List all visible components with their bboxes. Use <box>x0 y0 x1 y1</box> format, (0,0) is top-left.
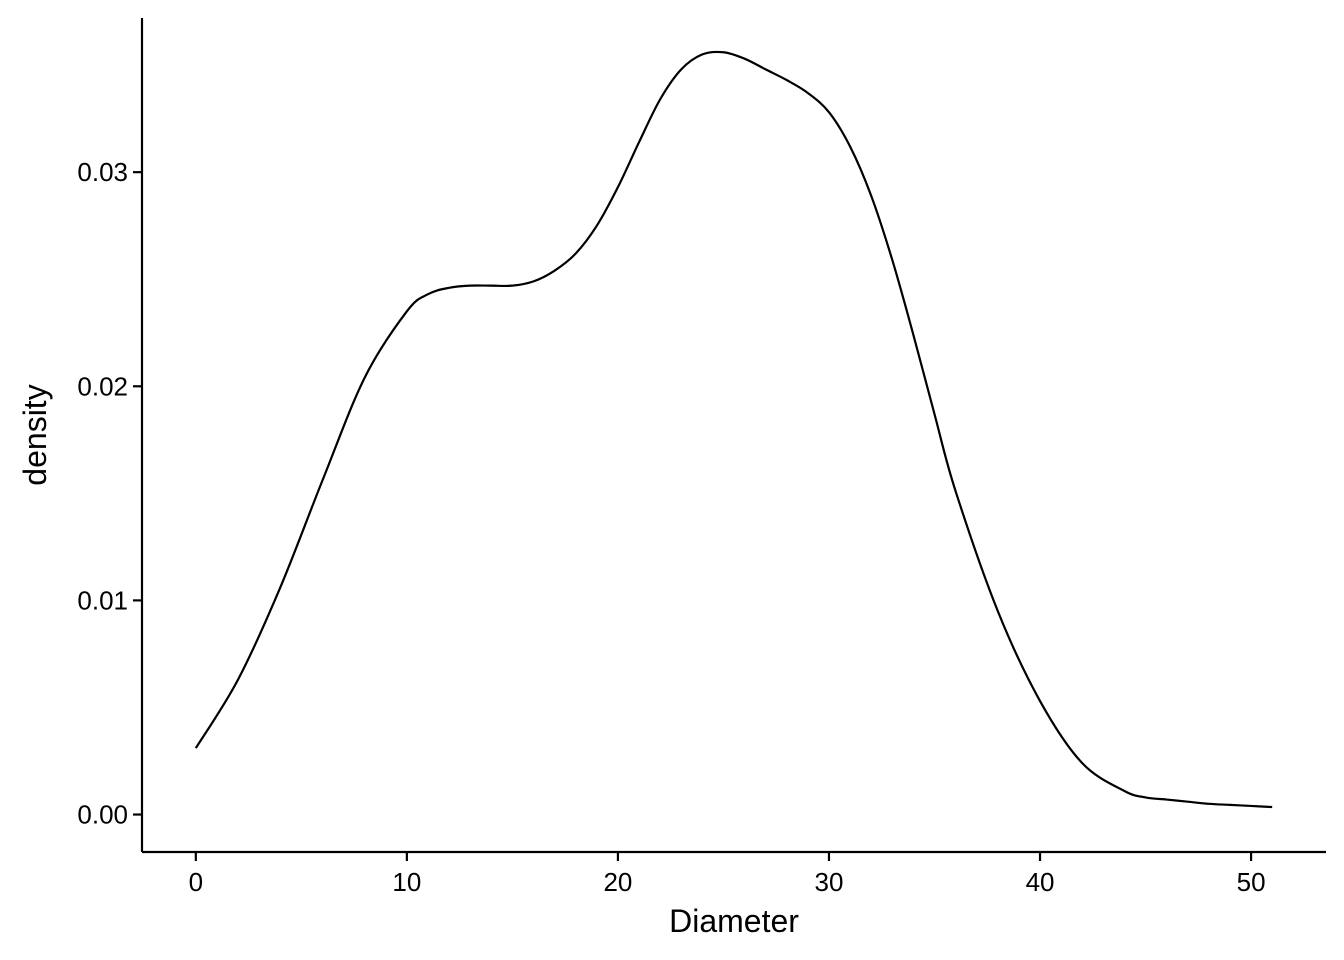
x-tick-label: 10 <box>392 867 421 897</box>
x-tick-label: 40 <box>1026 867 1055 897</box>
x-tick-label: 50 <box>1237 867 1266 897</box>
y-axis-title: density <box>17 384 53 485</box>
y-tick-label: 0.03 <box>77 157 128 187</box>
x-axis-title: Diameter <box>669 903 799 939</box>
x-tick-label: 0 <box>189 867 203 897</box>
x-tick-label: 20 <box>603 867 632 897</box>
x-tick-label: 30 <box>815 867 844 897</box>
x-axis-ticks: 0 10 20 30 40 50 <box>189 852 1266 897</box>
y-axis-ticks: 0.00 0.01 0.02 0.03 <box>77 157 142 830</box>
y-tick-label: 0.01 <box>77 585 128 615</box>
y-tick-label: 0.02 <box>77 371 128 401</box>
y-tick-label: 0.00 <box>77 800 128 830</box>
density-curve <box>194 50 1273 809</box>
